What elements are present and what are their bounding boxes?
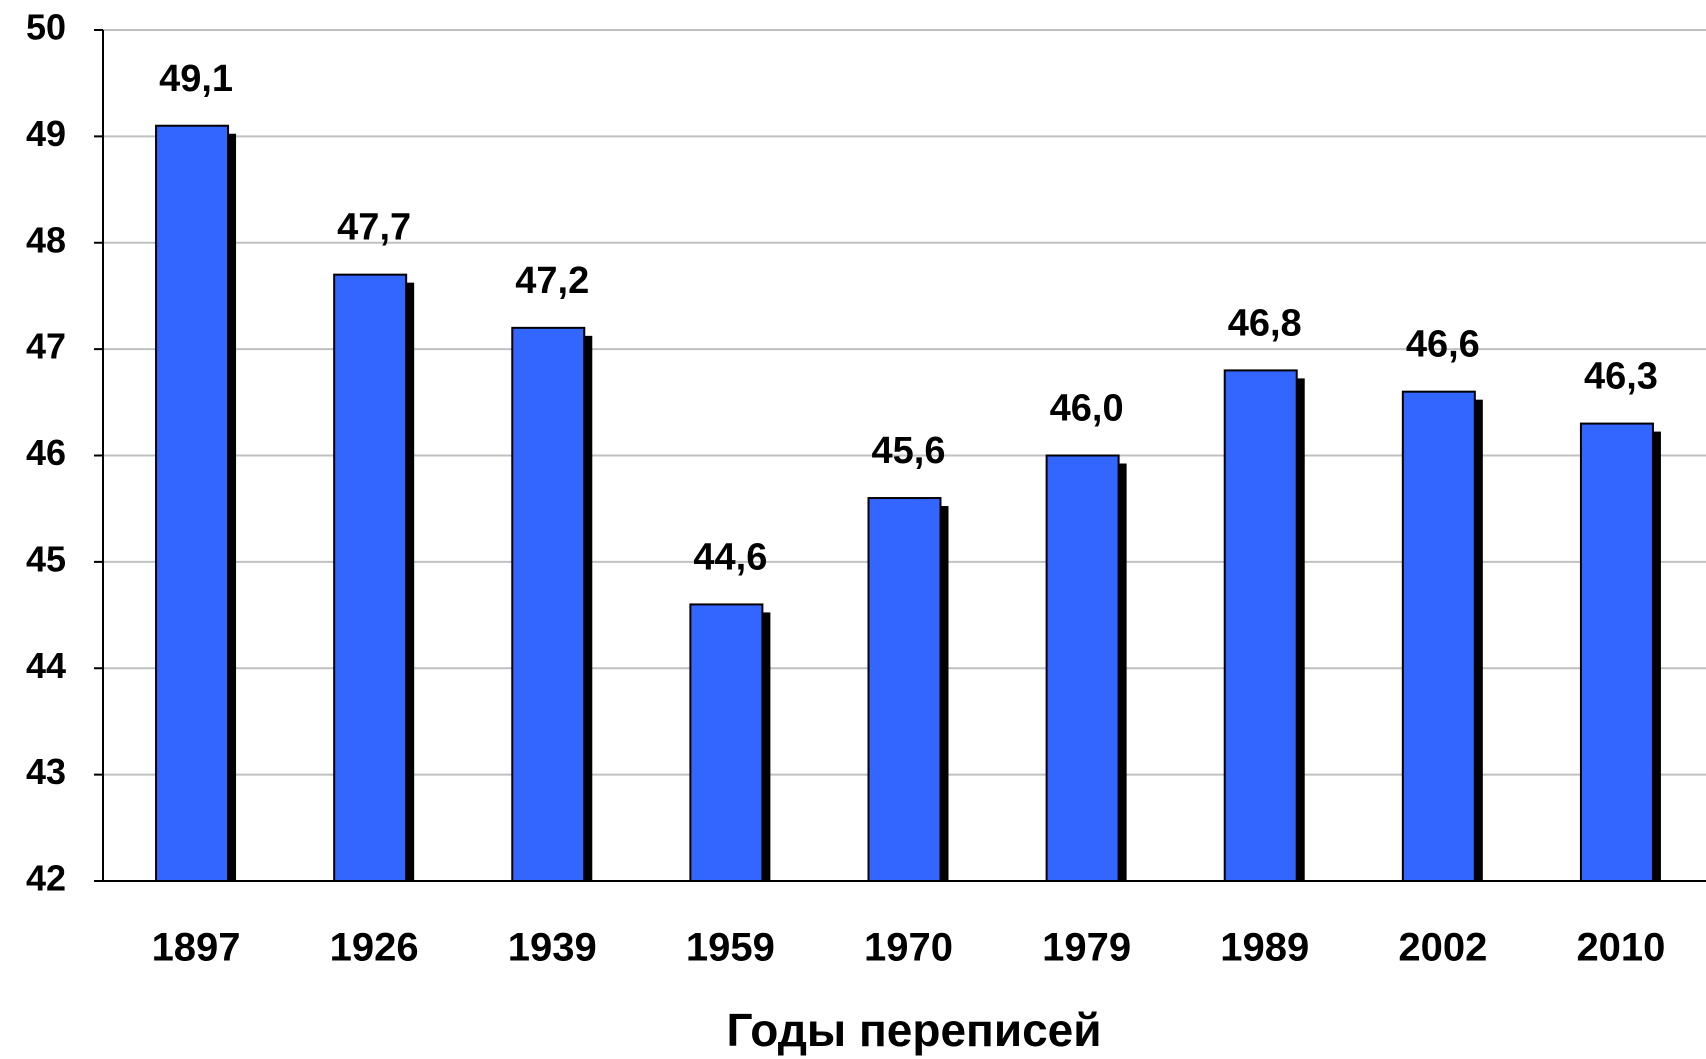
y-tick-label: 50 — [26, 7, 66, 48]
x-axis-title: Годы переписей — [726, 1004, 1101, 1056]
y-tick-label: 49 — [26, 113, 66, 154]
value-label: 49,1 — [159, 58, 233, 100]
x-tick-label: 1959 — [686, 926, 775, 970]
y-tick-label: 46 — [26, 432, 66, 473]
value-label: 46,0 — [1050, 388, 1124, 430]
value-label: 46,3 — [1584, 356, 1658, 398]
x-tick-label: 1979 — [1042, 926, 1131, 970]
value-label: 45,6 — [872, 430, 946, 472]
bar — [333, 273, 408, 883]
value-label: 46,6 — [1406, 324, 1480, 366]
x-tick-label: 1939 — [508, 926, 597, 970]
value-label: 47,2 — [515, 260, 589, 302]
y-tick-label: 43 — [26, 751, 66, 792]
x-tick-label: 1970 — [864, 926, 953, 970]
y-tick-label: 45 — [26, 538, 66, 579]
bar — [867, 497, 942, 882]
x-tick-label: 1926 — [330, 926, 419, 970]
y-tick-label: 47 — [26, 326, 66, 367]
x-tick-label: 2002 — [1398, 926, 1487, 970]
value-label: 47,7 — [337, 207, 411, 249]
bar — [511, 326, 586, 883]
value-label: 44,6 — [693, 536, 767, 578]
bar — [1579, 422, 1654, 882]
x-tick-label: 2010 — [1576, 926, 1665, 970]
y-tick-label: 42 — [26, 858, 66, 899]
y-tick-label: 44 — [26, 645, 66, 686]
bar — [689, 603, 764, 882]
bar — [1223, 369, 1298, 882]
bar — [155, 124, 230, 883]
x-tick-label: 1897 — [152, 926, 241, 970]
bar — [1401, 390, 1476, 882]
bar — [1045, 454, 1120, 882]
x-tick-label: 1989 — [1220, 926, 1309, 970]
value-label: 46,8 — [1228, 302, 1302, 344]
y-tick-label: 48 — [26, 219, 66, 260]
